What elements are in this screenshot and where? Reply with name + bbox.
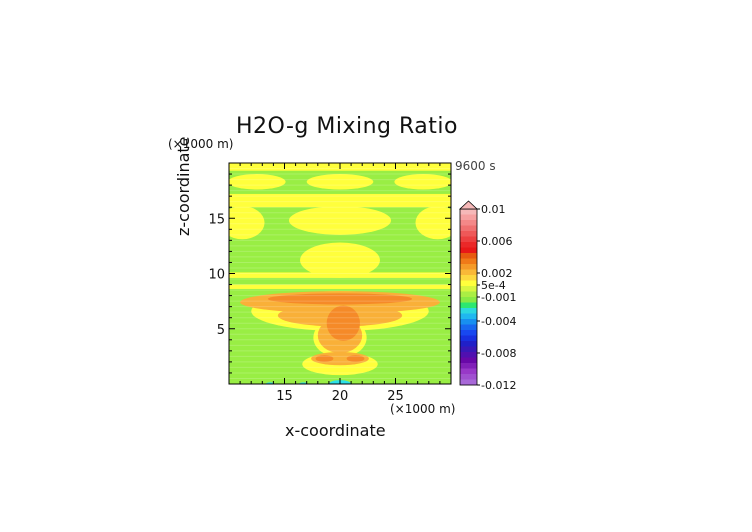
contour-region-yellow [415, 206, 451, 240]
colorbar-extend-arrow [458, 200, 479, 210]
x-axis-ticks: 15 20 25 [228, 163, 452, 404]
y-tick-label: 15 [208, 212, 225, 227]
colorbar-band [460, 220, 477, 226]
colorbar-band [460, 297, 477, 303]
contour-region-yellow [229, 206, 265, 240]
colorbar-band [460, 374, 477, 380]
contour-region-orange [346, 355, 365, 362]
y-axis-ticks: 5 10 15 [208, 162, 451, 385]
contour-region-yellow [229, 193, 451, 208]
colorbar-band [460, 214, 477, 221]
x-tick-label: 15 [276, 389, 293, 404]
x-tick-label: 20 [332, 389, 349, 404]
colorbar-band [460, 363, 477, 369]
contour-region-yellow [394, 174, 451, 190]
colorbar-band [460, 275, 477, 281]
contour-region-yellow [229, 284, 451, 289]
colorbar-band [460, 253, 477, 259]
colorbar-band [460, 352, 477, 358]
colorbar-band [460, 231, 477, 237]
colorbar-band [460, 379, 477, 386]
colorbar-band [460, 247, 477, 254]
time-label: 9600 s [455, 159, 496, 173]
colorbar-band [460, 330, 477, 336]
contour-region-orange [267, 293, 413, 305]
colorbar-band [460, 264, 477, 270]
contour-region-orange-light [311, 351, 369, 366]
contour-region-orange [315, 355, 334, 362]
colorbar-band [460, 291, 477, 298]
colorbar-band [460, 313, 477, 320]
colorbar-band [460, 269, 477, 276]
contour-region-yellow [229, 174, 286, 190]
contour-region-yellow [229, 272, 451, 278]
x-tick-label: 25 [387, 389, 404, 404]
contour-region-yellow [306, 174, 374, 190]
y-tick-label: 5 [217, 323, 225, 338]
colorbar-band [460, 341, 477, 347]
colorbar-band [460, 335, 477, 342]
colorbar-band [460, 236, 477, 243]
contour-region-yellow [288, 206, 392, 235]
colorbar-tick-label: 0.01 [481, 203, 506, 216]
contour-region-yellow [300, 242, 380, 278]
colorbar-band [460, 209, 477, 215]
colorbar-band [460, 357, 477, 364]
heatmap-field [229, 163, 451, 384]
colorbar-tick-label: -0.008 [481, 347, 516, 360]
y-unit-label: (×1000 m) [168, 137, 234, 151]
x-axis-label: x-coordinate [285, 421, 386, 440]
colorbar-band [460, 225, 477, 232]
colorbar-tick-label: 5e-4 [481, 279, 506, 292]
colorbar-tick-label: 0.002 [481, 267, 513, 280]
colorbar-band [460, 368, 477, 375]
colorbar-tick-label: -0.012 [481, 379, 516, 392]
colorbar-band [460, 324, 477, 331]
colorbar-tick-label: -0.001 [481, 291, 516, 304]
colorbar-band [460, 302, 477, 309]
colorbar-band [460, 346, 477, 353]
contour-region-orange [326, 305, 360, 341]
x-unit-label: (×1000 m) [390, 402, 456, 416]
colorbar-band [460, 308, 477, 314]
colorbar-tick-label: 0.006 [481, 235, 513, 248]
chart-title: H2O-g Mixing Ratio [236, 114, 458, 139]
y-tick-label: 10 [208, 268, 225, 283]
colorbar-band [460, 242, 477, 248]
colorbar-band [460, 258, 477, 265]
colorbar-band [460, 286, 477, 292]
colorbar-tick-label: -0.004 [481, 315, 516, 328]
colorbar-band [460, 280, 477, 287]
colorbar-band [460, 319, 477, 325]
